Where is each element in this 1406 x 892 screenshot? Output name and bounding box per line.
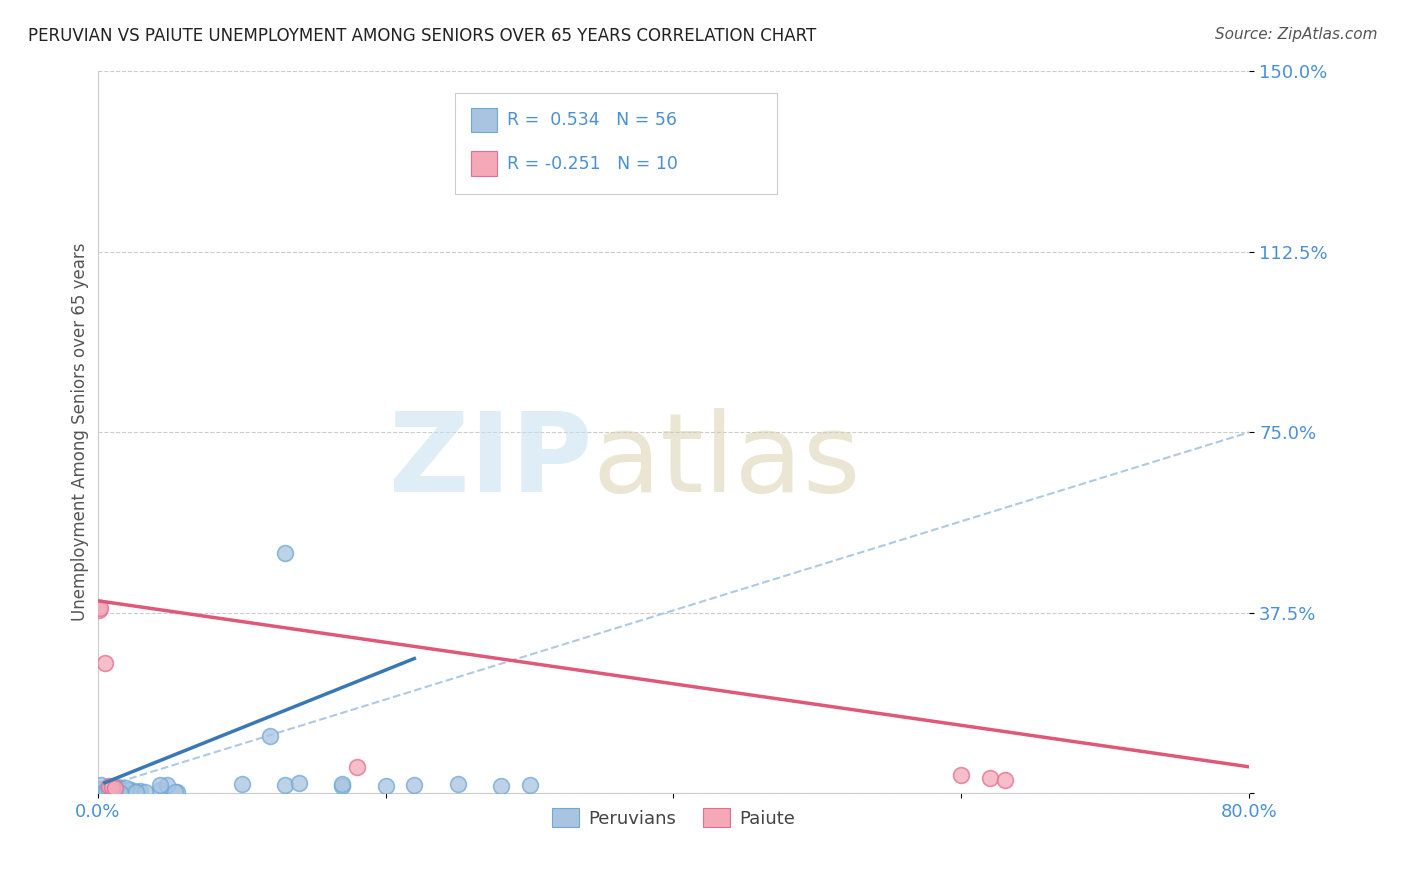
- Point: [104, 780, 127, 795]
- Legend: Peruvians, Paiute: Peruvians, Paiute: [544, 801, 803, 835]
- Point: [404, 778, 426, 792]
- Point: [107, 786, 129, 800]
- Point: [519, 778, 541, 792]
- Point: [120, 782, 142, 797]
- Point: [274, 545, 297, 559]
- Point: [489, 779, 512, 793]
- FancyBboxPatch shape: [454, 93, 778, 194]
- Point: [98, 785, 121, 799]
- Point: [101, 784, 124, 798]
- Point: [89, 782, 111, 797]
- Point: [104, 784, 127, 798]
- FancyBboxPatch shape: [471, 108, 496, 132]
- Point: [89, 783, 111, 797]
- Point: [259, 729, 281, 743]
- Point: [446, 777, 468, 791]
- Point: [122, 784, 145, 798]
- Point: [94, 785, 117, 799]
- Point: [98, 786, 121, 800]
- Point: [110, 786, 132, 800]
- Y-axis label: Unemployment Among Seniors over 65 years: Unemployment Among Seniors over 65 years: [72, 243, 89, 622]
- Text: atlas: atlas: [593, 408, 862, 515]
- Point: [346, 760, 368, 774]
- Point: [103, 784, 125, 798]
- Point: [165, 785, 187, 799]
- Point: [166, 785, 188, 799]
- Point: [330, 777, 353, 791]
- Point: [101, 780, 124, 794]
- Point: [231, 777, 253, 791]
- Point: [98, 782, 121, 797]
- Point: [156, 778, 179, 792]
- Point: [374, 779, 396, 793]
- Point: [124, 785, 146, 799]
- Point: [105, 780, 128, 795]
- Text: R =  0.534   N = 56: R = 0.534 N = 56: [508, 112, 678, 129]
- Point: [107, 780, 129, 794]
- Point: [979, 771, 1001, 785]
- Point: [274, 778, 297, 792]
- Point: [125, 785, 148, 799]
- Point: [98, 779, 121, 793]
- Point: [115, 783, 138, 797]
- Point: [96, 786, 118, 800]
- Point: [97, 782, 120, 797]
- Point: [149, 778, 172, 792]
- Point: [115, 780, 138, 795]
- Point: [994, 772, 1017, 787]
- Point: [149, 782, 172, 797]
- Text: PERUVIAN VS PAIUTE UNEMPLOYMENT AMONG SENIORS OVER 65 YEARS CORRELATION CHART: PERUVIAN VS PAIUTE UNEMPLOYMENT AMONG SE…: [28, 27, 817, 45]
- Point: [87, 783, 110, 797]
- Text: Source: ZipAtlas.com: Source: ZipAtlas.com: [1215, 27, 1378, 42]
- Point: [103, 786, 125, 800]
- Point: [104, 786, 127, 800]
- Point: [90, 778, 112, 792]
- Point: [134, 785, 156, 799]
- Point: [93, 785, 115, 799]
- Text: ZIP: ZIP: [389, 408, 593, 515]
- Point: [104, 785, 127, 799]
- Point: [288, 776, 311, 790]
- Point: [101, 783, 124, 797]
- Point: [950, 768, 973, 782]
- FancyBboxPatch shape: [471, 152, 496, 176]
- Text: R = -0.251   N = 10: R = -0.251 N = 10: [508, 154, 678, 172]
- Point: [108, 786, 131, 800]
- Point: [128, 784, 150, 798]
- Point: [87, 603, 110, 617]
- Point: [96, 785, 118, 799]
- Point: [93, 784, 115, 798]
- Point: [89, 786, 111, 800]
- Point: [94, 785, 117, 799]
- Point: [89, 601, 111, 615]
- Point: [330, 779, 353, 793]
- Point: [103, 784, 125, 798]
- Point: [94, 657, 117, 671]
- Point: [93, 783, 115, 797]
